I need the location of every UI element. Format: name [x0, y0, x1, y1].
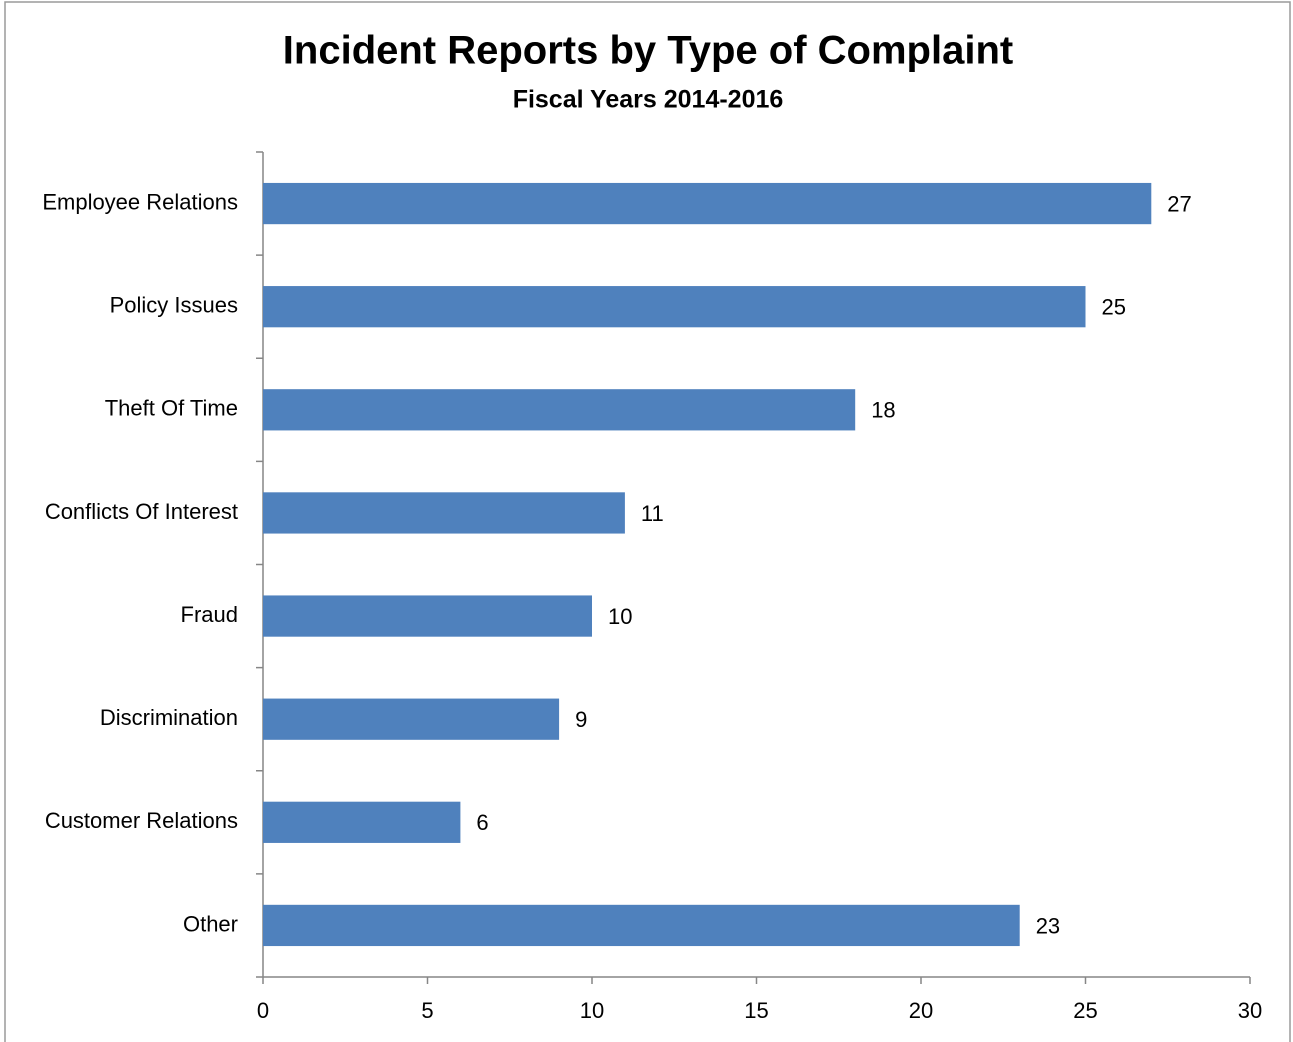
bar: [263, 389, 856, 431]
bar: [263, 182, 1152, 225]
x-tick-label: 15: [744, 998, 768, 1023]
y-tick-label: Theft Of Time: [105, 396, 238, 421]
chart-border: [4, 1, 1291, 1042]
chart-subtitle: Fiscal Years 2014-2016: [513, 86, 784, 114]
y-tick-label: Policy Issues: [110, 293, 238, 318]
bar: [263, 595, 592, 637]
bar: [263, 286, 1086, 328]
y-tick-label: Employee Relations: [42, 189, 238, 214]
x-tick-label: 10: [580, 998, 604, 1023]
chart-title: Incident Reports by Type of Complaint: [283, 29, 1013, 73]
data-label: 18: [871, 398, 895, 423]
y-tick-label: Other: [183, 911, 238, 936]
y-tick-label: Discrimination: [100, 705, 238, 730]
x-tick-label: 25: [1073, 998, 1097, 1023]
x-tick-label: 0: [257, 998, 269, 1023]
x-tick-label: 20: [909, 998, 933, 1023]
data-label: 11: [641, 501, 664, 526]
y-tick-label: Conflicts Of Interest: [45, 499, 238, 524]
data-label: 6: [476, 810, 488, 835]
x-tick-label: 30: [1238, 998, 1262, 1023]
y-tick-label: Customer Relations: [45, 808, 238, 833]
data-label: 9: [575, 707, 587, 732]
bar: [263, 801, 461, 843]
data-label: 10: [608, 604, 632, 629]
data-label: 23: [1036, 913, 1060, 938]
x-tick-label: 5: [421, 998, 433, 1023]
bar: [263, 698, 560, 740]
bar: [263, 904, 1020, 947]
y-tick-label: Fraud: [181, 602, 238, 627]
bar: [263, 492, 625, 534]
data-label: 27: [1167, 191, 1191, 216]
data-label: 25: [1102, 295, 1126, 320]
